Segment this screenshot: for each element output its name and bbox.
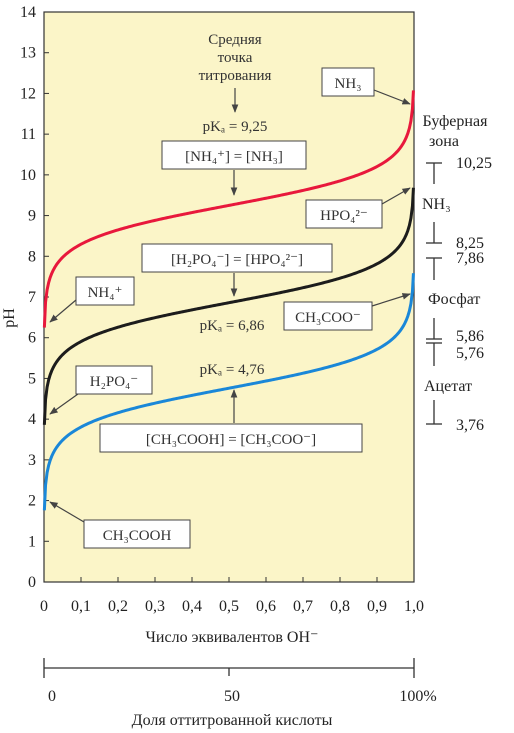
hpo4-box <box>305 199 383 229</box>
ch3coo-label: CH₃COO⁻ <box>295 310 361 326</box>
fraction-tick-labels: 0 50 100% <box>48 688 437 705</box>
x-tick-label: 0,9 <box>367 598 387 615</box>
nh4-box <box>75 276 135 306</box>
y-tick-label: 8 <box>28 248 36 265</box>
buffer-acetate-upper: 5,76 <box>456 345 484 362</box>
y-tick-label: 13 <box>20 45 36 62</box>
x-tick-label: 0 <box>40 598 48 615</box>
buffer-zone-title-1: Буферная <box>423 113 489 130</box>
nh3-label: NH₃ <box>335 76 362 92</box>
buffer-acetate-label: Ацетат <box>424 378 472 395</box>
y-axis-label: pH <box>1 308 18 328</box>
pka-label-nh4: pKₐ = 9,25 <box>203 119 268 135</box>
fraction-tick-label: 50 <box>224 688 240 705</box>
fraction-axis <box>43 658 415 678</box>
fraction-tick-label: 0 <box>48 688 56 705</box>
buffer-nh3-label: NH₃ <box>422 196 451 213</box>
midpoint-line-3: титрования <box>199 68 272 84</box>
nh3-arrow <box>373 89 411 105</box>
x-tick-label: 0,4 <box>182 598 202 615</box>
buffer-nh3-lower: 8,25 <box>456 235 484 252</box>
y-tick-label: 4 <box>28 411 36 428</box>
titration-curve <box>42 273 415 511</box>
eq-label-acetate: [CH₃COOH] = [CH₃COO⁻] <box>146 432 316 448</box>
y-tick-label: 10 <box>20 167 36 184</box>
hpo4-label: HPO₄²⁻ <box>320 208 368 224</box>
pka-label-acetate: pKₐ = 4,76 <box>200 362 265 378</box>
x-tick-label: 0,8 <box>330 598 350 615</box>
h2po4-arrow <box>49 393 79 415</box>
x-axis-label: Число эквивалентов OH⁻ <box>146 629 319 646</box>
nh4-label: NH₄⁺ <box>88 285 123 301</box>
midpoint-line-2: точка <box>218 50 253 66</box>
y-tick-label: 14 <box>20 4 36 21</box>
y-tick-label: 7 <box>28 289 36 306</box>
buffer-phosphate-upper: 7,86 <box>456 250 484 267</box>
buffer-zone-title-2: зона <box>429 133 459 150</box>
fraction-tick-label: 100% <box>399 688 436 705</box>
nh3-box <box>321 67 375 97</box>
x-tick-label: 0,7 <box>293 598 313 615</box>
buffer-nh3-upper: 10,25 <box>456 155 492 172</box>
eq-box-nh4 <box>161 140 307 170</box>
buffer-phosphate-lower: 5,86 <box>456 328 484 345</box>
x-tick-label: 0,6 <box>256 598 276 615</box>
y-tick-label: 0 <box>28 574 36 591</box>
ch3cooh-box <box>83 519 191 549</box>
eq-box-acetate <box>99 423 363 453</box>
eq-label-phosphate: [H₂PO₄⁻] = [HPO₄²⁻] <box>171 252 303 268</box>
x-tick-label: 0,3 <box>145 598 165 615</box>
hpo4-arrow <box>381 187 411 205</box>
pka-label-phosphate: pKₐ = 6,86 <box>200 318 265 334</box>
y-tick-label: 2 <box>28 493 36 510</box>
ch3coo-arrow <box>371 293 411 307</box>
h2po4-box <box>75 365 153 395</box>
x-tick-labels: 0 0,1 0,2 0,3 0,4 0,5 0,6 0,7 0,8 0,9 1,0 <box>40 598 424 615</box>
y-tick-label: 6 <box>28 330 36 347</box>
x-tick-label: 1,0 <box>404 598 424 615</box>
curves <box>42 90 415 511</box>
eq-box-phosphate <box>141 243 333 273</box>
axis-ticks <box>43 11 415 583</box>
x-tick-label: 0,5 <box>219 598 239 615</box>
titration-curve <box>42 187 415 425</box>
buffer-acetate-lower: 3,76 <box>456 417 484 434</box>
y-tick-label: 9 <box>28 208 36 225</box>
eq-label-nh4: [NH₄⁺] = [NH₃] <box>185 149 283 165</box>
ch3cooh-arrow <box>49 501 85 523</box>
buffer-phosphate-label: Фосфат <box>428 291 480 308</box>
fraction-axis-label: Доля оттитрованной кислоты <box>132 712 333 729</box>
y-tick-label: 5 <box>28 370 36 387</box>
x-tick-label: 0,1 <box>71 598 91 615</box>
y-tick-label: 1 <box>28 533 36 550</box>
titration-curve <box>42 90 415 328</box>
ch3cooh-label: CH₃COOH <box>103 528 172 544</box>
h2po4-label: H₂PO₄⁻ <box>90 374 138 390</box>
buffer-zone-brackets <box>426 162 442 425</box>
x-tick-label: 0,2 <box>108 598 128 615</box>
y-tick-label: 12 <box>20 85 36 102</box>
ch3coo-box <box>283 301 373 331</box>
y-tick-label: 11 <box>21 126 36 143</box>
nh4-arrow <box>49 299 77 323</box>
y-tick-label: 3 <box>28 452 36 469</box>
midpoint-line-1: Средняя <box>208 32 262 48</box>
